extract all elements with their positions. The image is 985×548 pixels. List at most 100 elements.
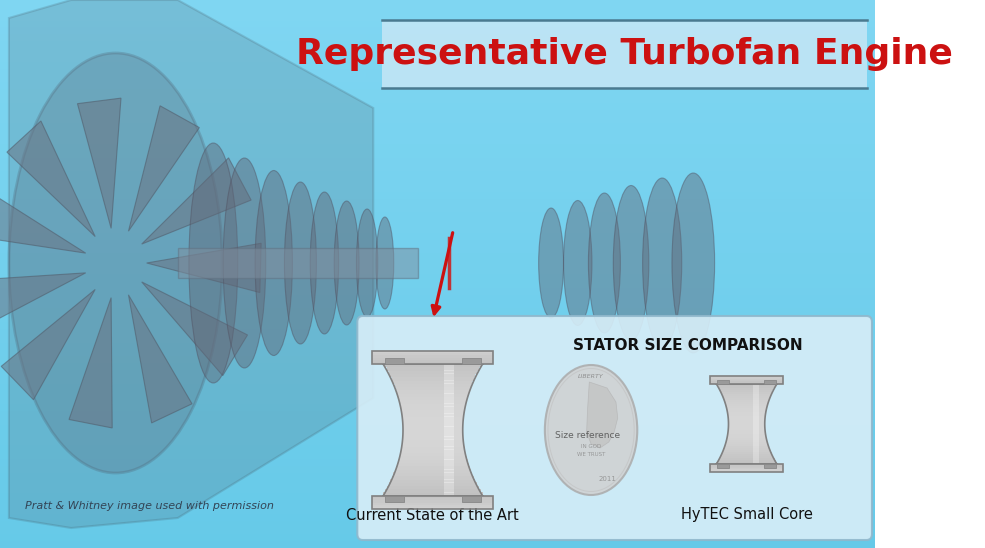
Bar <box>0 362 876 370</box>
Bar <box>403 436 463 440</box>
Bar <box>387 367 479 370</box>
Bar <box>754 454 759 456</box>
Bar <box>764 464 776 467</box>
Bar <box>754 460 759 462</box>
Bar <box>443 449 453 453</box>
Bar <box>721 390 772 392</box>
Bar <box>722 391 771 394</box>
Bar <box>716 461 777 464</box>
Bar <box>177 248 418 278</box>
Bar <box>754 431 759 434</box>
Text: LIBERTY: LIBERTY <box>578 374 604 380</box>
Bar <box>396 386 470 390</box>
Bar <box>400 400 466 403</box>
Bar <box>720 387 773 390</box>
Bar <box>710 464 783 472</box>
Ellipse shape <box>614 186 649 340</box>
Polygon shape <box>9 0 373 528</box>
Bar <box>402 413 464 417</box>
Bar <box>0 259 876 267</box>
Bar <box>443 469 453 473</box>
Bar <box>754 448 759 450</box>
Bar <box>443 459 453 463</box>
Bar <box>401 403 465 407</box>
Bar <box>395 469 471 473</box>
Bar <box>0 458 876 466</box>
Bar <box>754 437 759 440</box>
Bar <box>395 383 471 387</box>
Bar <box>754 455 759 458</box>
Bar <box>392 476 474 480</box>
Bar <box>401 449 465 453</box>
Bar <box>0 0 876 7</box>
Bar <box>0 177 876 185</box>
Bar <box>443 376 453 380</box>
Bar <box>0 506 876 514</box>
Bar <box>728 418 765 420</box>
Bar <box>723 396 770 398</box>
Bar <box>443 410 453 414</box>
Bar <box>717 380 729 384</box>
Bar <box>384 496 404 502</box>
Bar <box>396 466 470 470</box>
Bar <box>754 420 759 422</box>
Bar <box>0 61 876 68</box>
Text: 2011: 2011 <box>598 476 616 482</box>
Bar <box>754 391 759 394</box>
Bar <box>0 396 876 404</box>
Bar <box>726 439 767 442</box>
Bar <box>389 482 477 486</box>
Bar <box>0 184 876 192</box>
Bar <box>0 116 876 123</box>
Bar <box>0 486 876 493</box>
Bar <box>0 287 876 295</box>
Bar <box>0 150 876 158</box>
Bar <box>372 506 493 509</box>
Text: HyTEC Small Core: HyTEC Small Core <box>681 507 813 522</box>
Bar <box>443 403 453 407</box>
Bar <box>724 397 769 400</box>
Bar <box>754 461 759 464</box>
Bar <box>728 414 765 416</box>
Bar <box>717 464 729 467</box>
Bar <box>726 442 767 444</box>
Bar <box>443 430 453 433</box>
Bar <box>754 409 759 412</box>
Bar <box>710 467 783 469</box>
Ellipse shape <box>642 178 682 348</box>
Bar <box>0 540 876 548</box>
Bar <box>372 502 493 505</box>
Bar <box>443 482 453 486</box>
Bar <box>443 472 453 476</box>
Polygon shape <box>69 298 112 428</box>
Bar <box>392 376 474 380</box>
Ellipse shape <box>334 201 360 325</box>
Text: WE TRUST: WE TRUST <box>577 453 605 458</box>
Bar <box>0 321 876 329</box>
Bar <box>0 246 876 253</box>
FancyBboxPatch shape <box>358 316 872 540</box>
Bar <box>754 415 759 418</box>
Bar <box>443 373 453 377</box>
Polygon shape <box>142 282 247 375</box>
Bar <box>728 415 765 418</box>
Bar <box>754 458 759 460</box>
Bar <box>443 466 453 470</box>
Bar <box>372 357 493 359</box>
Bar <box>754 406 759 408</box>
Bar <box>754 387 759 390</box>
Ellipse shape <box>539 208 563 318</box>
Bar <box>0 6 876 14</box>
Bar <box>0 410 876 418</box>
Bar <box>403 426 463 430</box>
Polygon shape <box>142 158 251 244</box>
Bar <box>443 453 453 456</box>
Bar <box>0 376 876 384</box>
Bar <box>719 385 774 388</box>
Bar <box>0 54 876 61</box>
Bar <box>729 421 764 424</box>
Bar <box>710 375 783 378</box>
Bar <box>397 390 469 393</box>
Bar <box>0 300 876 308</box>
Bar <box>0 191 876 198</box>
